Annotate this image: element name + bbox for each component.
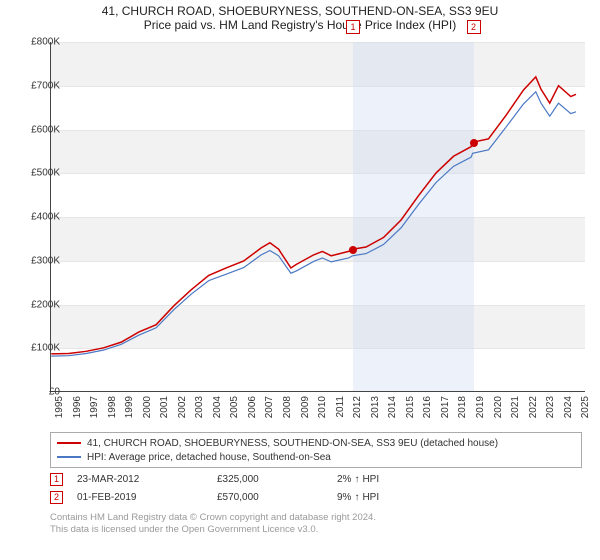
x-axis-label: 1995 bbox=[54, 396, 65, 418]
x-axis-label: 2008 bbox=[282, 396, 293, 418]
y-axis-label: £100K bbox=[10, 343, 60, 354]
chart-title-line1: 41, CHURCH ROAD, SHOEBURYNESS, SOUTHEND-… bbox=[0, 0, 600, 18]
legend-swatch bbox=[57, 442, 81, 444]
x-axis-label: 2020 bbox=[493, 396, 504, 418]
sale-marker-flag: 1 bbox=[346, 20, 360, 34]
y-axis-label: £800K bbox=[10, 37, 60, 48]
attribution-line: Contains HM Land Registry data © Crown c… bbox=[50, 512, 582, 524]
sale-price: £325,000 bbox=[217, 474, 337, 485]
x-axis-label: 2021 bbox=[510, 396, 521, 418]
x-axis-label: 2022 bbox=[528, 396, 539, 418]
x-axis-label: 2017 bbox=[440, 396, 451, 418]
x-axis-label: 1997 bbox=[89, 396, 100, 418]
arrow-up-icon: ↑ bbox=[354, 492, 359, 503]
x-axis-label: 2016 bbox=[422, 396, 433, 418]
chart-title-line2: Price paid vs. HM Land Registry's House … bbox=[0, 18, 600, 32]
x-axis-label: 2006 bbox=[247, 396, 258, 418]
series-line bbox=[51, 92, 576, 356]
legend-item: HPI: Average price, detached house, Sout… bbox=[57, 450, 575, 464]
sale-marker-flag: 2 bbox=[467, 20, 481, 34]
x-axis-label: 2011 bbox=[335, 396, 346, 418]
legend-label: HPI: Average price, detached house, Sout… bbox=[87, 452, 331, 463]
sale-marker-icon: 2 bbox=[50, 491, 63, 504]
x-axis-label: 2005 bbox=[229, 396, 240, 418]
sale-price: £570,000 bbox=[217, 492, 337, 503]
y-axis-label: £0 bbox=[10, 387, 60, 398]
y-axis-label: £200K bbox=[10, 299, 60, 310]
x-axis-label: 2014 bbox=[387, 396, 398, 418]
x-axis-label: 2007 bbox=[264, 396, 275, 418]
x-axis-label: 2024 bbox=[563, 396, 574, 418]
x-axis-label: 2002 bbox=[177, 396, 188, 418]
plot-area: 12 bbox=[50, 42, 585, 392]
x-axis-label: 2003 bbox=[194, 396, 205, 418]
attribution-line: This data is licensed under the Open Gov… bbox=[50, 524, 582, 536]
sale-delta: 2% ↑ HPI bbox=[337, 474, 379, 485]
y-axis-label: £600K bbox=[10, 124, 60, 135]
x-axis-label: 2015 bbox=[405, 396, 416, 418]
x-axis-label: 2019 bbox=[475, 396, 486, 418]
sale-marker-icon: 1 bbox=[50, 473, 63, 486]
sales-table: 1 23-MAR-2012 £325,000 2% ↑ HPI 2 01-FEB… bbox=[50, 470, 582, 506]
attribution: Contains HM Land Registry data © Crown c… bbox=[50, 512, 582, 537]
sale-date: 23-MAR-2012 bbox=[77, 474, 217, 485]
series-line bbox=[51, 77, 576, 354]
arrow-up-icon: ↑ bbox=[354, 474, 359, 485]
y-axis-label: £300K bbox=[10, 255, 60, 266]
chart-container: 41, CHURCH ROAD, SHOEBURYNESS, SOUTHEND-… bbox=[0, 0, 600, 560]
x-axis-label: 1999 bbox=[124, 396, 135, 418]
x-axis-label: 1998 bbox=[107, 396, 118, 418]
x-axis-label: 2010 bbox=[317, 396, 328, 418]
legend-item: 41, CHURCH ROAD, SHOEBURYNESS, SOUTHEND-… bbox=[57, 436, 575, 450]
legend: 41, CHURCH ROAD, SHOEBURYNESS, SOUTHEND-… bbox=[50, 432, 582, 468]
x-axis-label: 1996 bbox=[72, 396, 83, 418]
x-axis-label: 2018 bbox=[457, 396, 468, 418]
x-axis-label: 2023 bbox=[545, 396, 556, 418]
y-axis-label: £700K bbox=[10, 80, 60, 91]
sale-date: 01-FEB-2019 bbox=[77, 492, 217, 503]
x-axis-label: 2004 bbox=[212, 396, 223, 418]
table-row: 2 01-FEB-2019 £570,000 9% ↑ HPI bbox=[50, 488, 582, 506]
sale-point-dot bbox=[349, 246, 357, 254]
x-axis-label: 2000 bbox=[142, 396, 153, 418]
sale-delta: 9% ↑ HPI bbox=[337, 492, 379, 503]
line-series-svg bbox=[51, 42, 585, 391]
legend-label: 41, CHURCH ROAD, SHOEBURYNESS, SOUTHEND-… bbox=[87, 438, 498, 449]
table-row: 1 23-MAR-2012 £325,000 2% ↑ HPI bbox=[50, 470, 582, 488]
sale-point-dot bbox=[470, 139, 478, 147]
y-axis-label: £400K bbox=[10, 212, 60, 223]
y-axis-label: £500K bbox=[10, 168, 60, 179]
x-axis-label: 2001 bbox=[159, 396, 170, 418]
x-axis-label: 2012 bbox=[352, 396, 363, 418]
x-axis-label: 2009 bbox=[300, 396, 311, 418]
x-axis-label: 2013 bbox=[370, 396, 381, 418]
x-axis-label: 2025 bbox=[580, 396, 591, 418]
legend-swatch bbox=[57, 456, 81, 458]
